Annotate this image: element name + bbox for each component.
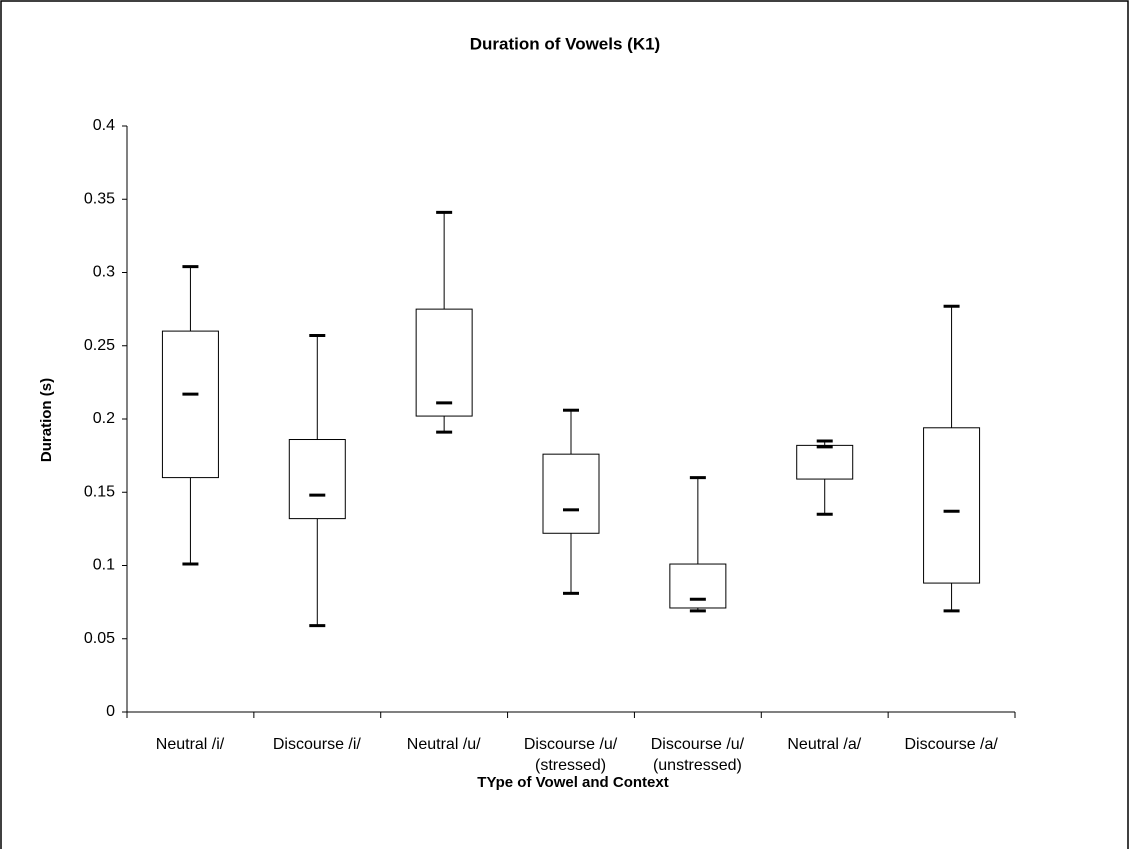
x-tick-label: Discourse /u/ (stressed) [523,736,618,774]
chart-title: Duration of Vowels (K1) [470,34,660,53]
y-axis-title: Duration (s) [38,378,55,462]
x-tick-label: Neutral /i/ [155,736,225,753]
box [923,427,981,584]
x-tick-label: Neutral /a/ [787,736,862,753]
y-tick-label: 0.35 [84,190,115,207]
x-axis-title: TYpe of Vowel and Context [477,774,668,791]
box [542,453,600,534]
y-tick-label: 0.2 [93,410,115,427]
box [796,444,854,480]
y-tick-label: 0.1 [93,557,115,574]
x-tick-label: Discourse /u/ (unstressed) [650,736,745,774]
box [415,308,473,417]
y-tick-label: 0.25 [84,337,115,354]
box [161,330,219,479]
y-tick-label: 0.15 [84,483,115,500]
y-tick-label: 0.3 [93,264,115,281]
x-tick-label: Neutral /u/ [406,736,481,753]
box [669,563,727,609]
x-tick-label: Discourse /i/ [272,736,361,753]
y-tick-label: 0.05 [84,630,115,647]
box [288,439,346,520]
y-tick-label: 0.4 [93,117,115,134]
y-tick-label: 0 [106,703,115,720]
x-tick-label: Discourse /a/ [904,736,998,753]
